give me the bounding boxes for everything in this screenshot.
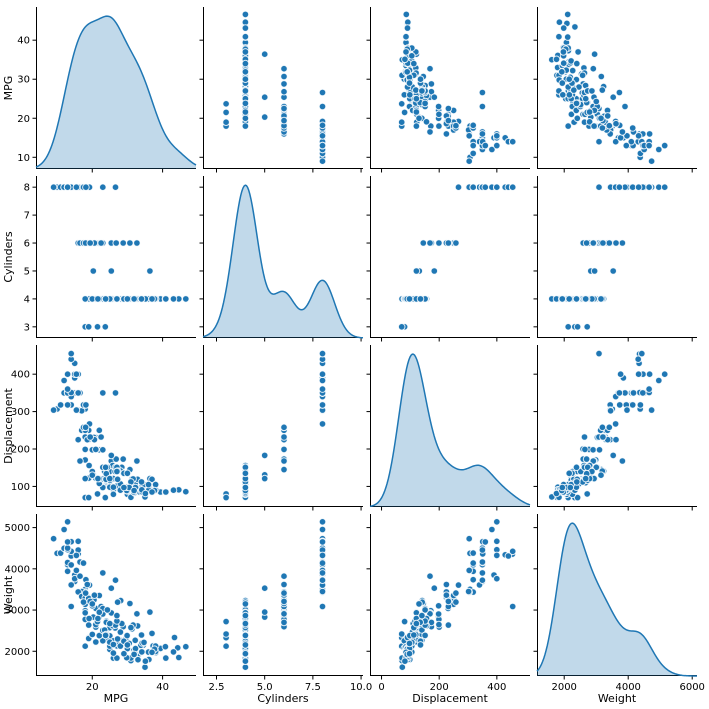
svg-text:20: 20 — [86, 682, 99, 693]
svg-text:200: 200 — [430, 682, 449, 693]
svg-text:4000: 4000 — [615, 682, 640, 693]
scatter-panel-cylinders-vs-displacement — [366, 176, 530, 342]
y-axis-label-mpg: MPG — [2, 75, 15, 101]
svg-text:4000: 4000 — [5, 564, 30, 575]
svg-text:200: 200 — [11, 445, 30, 456]
kde-curve — [536, 522, 698, 677]
svg-text:6: 6 — [24, 239, 30, 250]
svg-text:10.0: 10.0 — [350, 682, 372, 693]
svg-text:5: 5 — [24, 266, 30, 277]
svg-text:40: 40 — [156, 682, 169, 693]
scatter-panel-weight-vs-mpg: 20 40 2000 3000 4000 5000 — [5, 514, 196, 693]
scatter-panel-displacement-vs-mpg: 100 200 300 400 — [11, 345, 196, 511]
kde-curve — [35, 15, 197, 168]
scatter-panel-cylinders-vs-mpg: 3 4 5 6 7 8 — [24, 176, 196, 342]
svg-text:3: 3 — [24, 322, 30, 333]
svg-text:100: 100 — [11, 482, 30, 493]
svg-text:30: 30 — [17, 75, 30, 86]
y-axis-label-cylinders: Cylinders — [2, 231, 15, 283]
svg-text:2000: 2000 — [5, 647, 30, 658]
scatter-panel-weight-vs-cylinders: 2.5 5.0 7.5 10.0 — [199, 514, 372, 693]
x-axis-label-weight: Weight — [597, 692, 637, 705]
scatter-panel-displacement-vs-cylinders — [199, 345, 363, 511]
svg-text:20: 20 — [17, 114, 30, 125]
svg-text:0: 0 — [378, 682, 384, 693]
kde-curve — [202, 184, 364, 339]
scatter-panel-displacement-vs-weight — [533, 345, 697, 511]
svg-text:10: 10 — [17, 153, 30, 164]
scatter-panel-weight-vs-displacement: 0 200 400 — [366, 514, 530, 693]
svg-text:8: 8 — [24, 183, 30, 194]
kde-panel-displacement — [366, 345, 531, 511]
kde-curve — [369, 353, 531, 508]
svg-text:7.5: 7.5 — [305, 682, 321, 693]
x-axis-label-mpg: MPG — [103, 692, 129, 705]
svg-text:7: 7 — [24, 211, 30, 222]
svg-text:300: 300 — [11, 407, 30, 418]
kde-fill — [537, 523, 697, 676]
kde-panel-cylinders — [199, 176, 364, 342]
svg-text:6000: 6000 — [679, 682, 704, 693]
kde-fill — [370, 354, 530, 507]
svg-text:4: 4 — [24, 294, 30, 305]
svg-text:400: 400 — [487, 682, 506, 693]
scatter-panel-mpg-vs-cylinders — [199, 7, 363, 173]
kde-fill — [36, 16, 196, 170]
scatter-panel-mpg-vs-weight — [533, 7, 697, 173]
svg-text:3000: 3000 — [5, 606, 30, 617]
kde-panel-mpg: 10 20 30 40 — [17, 7, 197, 173]
svg-text:2000: 2000 — [551, 682, 576, 693]
svg-text:400: 400 — [11, 370, 30, 381]
svg-text:2.5: 2.5 — [209, 682, 225, 693]
svg-text:40: 40 — [17, 36, 30, 47]
scatter-panel-mpg-vs-displacement — [366, 7, 530, 173]
y-axis-label-weight: Weight — [2, 575, 15, 615]
x-axis-label-cylinders: Cylinders — [257, 692, 309, 705]
kde-fill — [203, 185, 363, 338]
svg-text:5.0: 5.0 — [257, 682, 273, 693]
scatter-panel-cylinders-vs-weight — [533, 176, 697, 342]
kde-panel-weight: 2000 4000 6000 — [533, 514, 705, 693]
x-axis-label-displacement: Displacement — [412, 692, 488, 705]
svg-text:5000: 5000 — [5, 523, 30, 534]
